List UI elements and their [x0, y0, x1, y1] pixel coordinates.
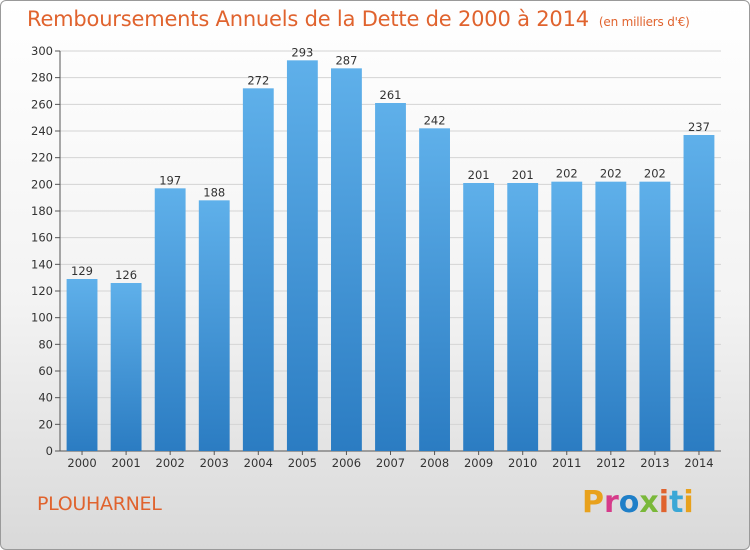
x-tick-label: 2002	[156, 456, 185, 470]
y-tick-label: 20	[38, 417, 53, 431]
y-tick-label: 100	[31, 311, 53, 325]
chart-unit: (en milliers d'€)	[598, 15, 690, 29]
x-tick-label: 2005	[288, 456, 317, 470]
bar	[242, 88, 274, 451]
bar-value-label: 201	[512, 168, 534, 182]
chart-title-text: Remboursements Annuels de la Dette de 20…	[27, 7, 589, 31]
y-tick-label: 240	[31, 124, 53, 138]
bar-value-label: 202	[600, 167, 622, 181]
bar	[331, 68, 362, 451]
x-tick-label: 2013	[640, 456, 669, 470]
x-tick-label: 2001	[111, 456, 140, 470]
logo-letter: P	[582, 485, 604, 520]
chart-title: Remboursements Annuels de la Dette de 20…	[27, 7, 690, 31]
y-tick-label: 260	[31, 97, 53, 111]
bar	[683, 135, 715, 451]
bar-value-label: 202	[644, 167, 666, 181]
bar-value-label: 237	[688, 120, 710, 134]
y-tick-label: 140	[31, 257, 53, 271]
bar	[639, 181, 671, 451]
bar-value-label: 202	[556, 167, 578, 181]
logo-letter: o	[618, 485, 640, 520]
x-tick-label: 2000	[67, 456, 96, 470]
bar-value-label: 293	[291, 45, 313, 59]
bar	[110, 283, 142, 451]
x-tick-label: 2010	[508, 456, 537, 470]
bar-value-label: 201	[468, 168, 490, 182]
logo-letter: x	[639, 485, 659, 520]
x-tick-label: 2011	[552, 456, 581, 470]
bar-value-label: 272	[247, 73, 269, 87]
bar	[551, 181, 583, 451]
bar	[154, 188, 186, 452]
y-tick-label: 120	[31, 284, 53, 298]
bar	[419, 128, 450, 451]
bar-value-label: 287	[335, 53, 357, 67]
x-tick-label: 2004	[244, 456, 273, 470]
bar	[507, 183, 539, 451]
bar	[375, 103, 406, 451]
y-tick-label: 300	[31, 44, 53, 58]
logo-letter: t	[669, 485, 684, 520]
bar	[198, 200, 230, 451]
bar-value-label: 129	[71, 264, 93, 278]
x-tick-label: 2014	[684, 456, 713, 470]
bar-value-label: 126	[115, 268, 137, 282]
y-tick-label: 220	[31, 151, 53, 165]
proxiti-logo[interactable]: Proxiti	[582, 485, 694, 520]
x-tick-label: 2003	[200, 456, 229, 470]
bar	[286, 60, 318, 451]
bar	[463, 183, 495, 451]
city-name: PLOUHARNEL	[37, 493, 162, 515]
logo-letter: i	[683, 485, 694, 520]
logo-letter: i	[658, 485, 670, 520]
bar	[595, 181, 627, 451]
y-tick-label: 40	[38, 391, 53, 405]
y-tick-label: 200	[31, 177, 53, 191]
logo-letter: r	[604, 485, 619, 520]
bar	[66, 279, 98, 451]
x-tick-label: 2007	[376, 456, 405, 470]
y-tick-label: 60	[38, 364, 53, 378]
x-tick-label: 2008	[420, 456, 449, 470]
bars: 129 126 197 188 272 293 287 261 242 201 201 202 202 2…	[66, 45, 715, 452]
x-tick-label: 2006	[332, 456, 361, 470]
x-tick-label: 2009	[464, 456, 493, 470]
bar-value-label: 242	[424, 113, 446, 127]
bar-value-label: 261	[380, 88, 402, 102]
axes: 0 20 40 60 80 100 120 140 160 180 200 220 240 260 280 3…	[31, 44, 721, 470]
y-tick-label: 160	[31, 231, 53, 245]
y-tick-label: 280	[31, 71, 53, 85]
x-tick-label: 2012	[596, 456, 625, 470]
bar-value-label: 188	[203, 185, 225, 199]
y-tick-label: 0	[46, 444, 53, 458]
y-tick-label: 80	[38, 337, 53, 351]
y-tick-label: 180	[31, 204, 53, 218]
bar-value-label: 197	[159, 173, 181, 187]
